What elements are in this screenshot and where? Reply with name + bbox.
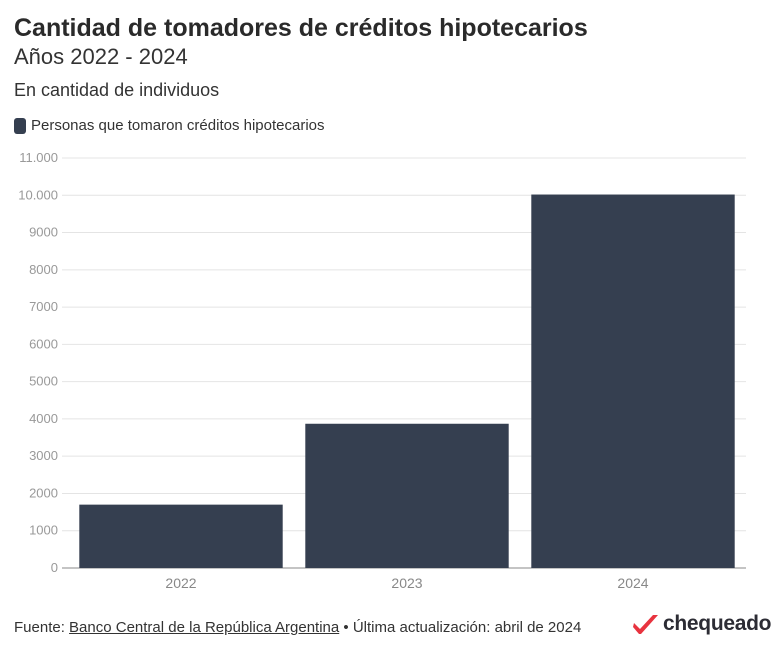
legend: Personas que tomaron créditos hipotecari… xyxy=(14,117,325,134)
x-tick-label: 2023 xyxy=(391,575,422,591)
y-tick-label: 4000 xyxy=(29,411,58,426)
footer-separator: • xyxy=(343,619,349,636)
y-tick-label: 5000 xyxy=(29,374,58,389)
check-mark-icon xyxy=(633,615,658,634)
y-tick-label: 7000 xyxy=(29,299,58,314)
y-tick-label: 11.000 xyxy=(19,150,58,165)
footer: Fuente: Banco Central de la República Ar… xyxy=(14,619,581,636)
source-prefix: Fuente: xyxy=(14,619,65,636)
bar xyxy=(305,423,509,568)
update-date: Última actualización: abril de 2024 xyxy=(352,619,582,636)
brand-name: chequeado xyxy=(663,612,772,635)
legend-label: Personas que tomaron créditos hipotecari… xyxy=(31,117,325,134)
bar-chart: 0 1000 2000 3000 4000 5000 6000 7000 8000 9000 10.… xyxy=(18,150,746,591)
bar xyxy=(531,194,735,568)
x-tick-label: 2022 xyxy=(165,575,196,591)
legend-swatch xyxy=(14,117,26,134)
chart-subtitle: Años 2022 - 2024 xyxy=(14,44,188,69)
y-tick-label: 8000 xyxy=(29,262,58,277)
y-tick-label: 9000 xyxy=(29,225,58,240)
y-tick-label: 10.000 xyxy=(18,187,58,202)
chart-title: Cantidad de tomadores de créditos hipote… xyxy=(14,14,588,42)
bar xyxy=(79,504,283,568)
y-tick-label: 6000 xyxy=(29,336,58,351)
chart-unit-label: En cantidad de individuos xyxy=(14,80,220,100)
y-tick-label: 3000 xyxy=(29,448,58,463)
y-tick-label: 0 xyxy=(51,560,58,575)
brand-logo[interactable]: chequeado xyxy=(633,612,771,636)
y-tick-label: 1000 xyxy=(29,523,58,538)
source-link[interactable]: Banco Central de la República Argentina xyxy=(69,619,340,636)
y-tick-label: 2000 xyxy=(29,485,58,500)
x-tick-label: 2024 xyxy=(617,575,648,591)
